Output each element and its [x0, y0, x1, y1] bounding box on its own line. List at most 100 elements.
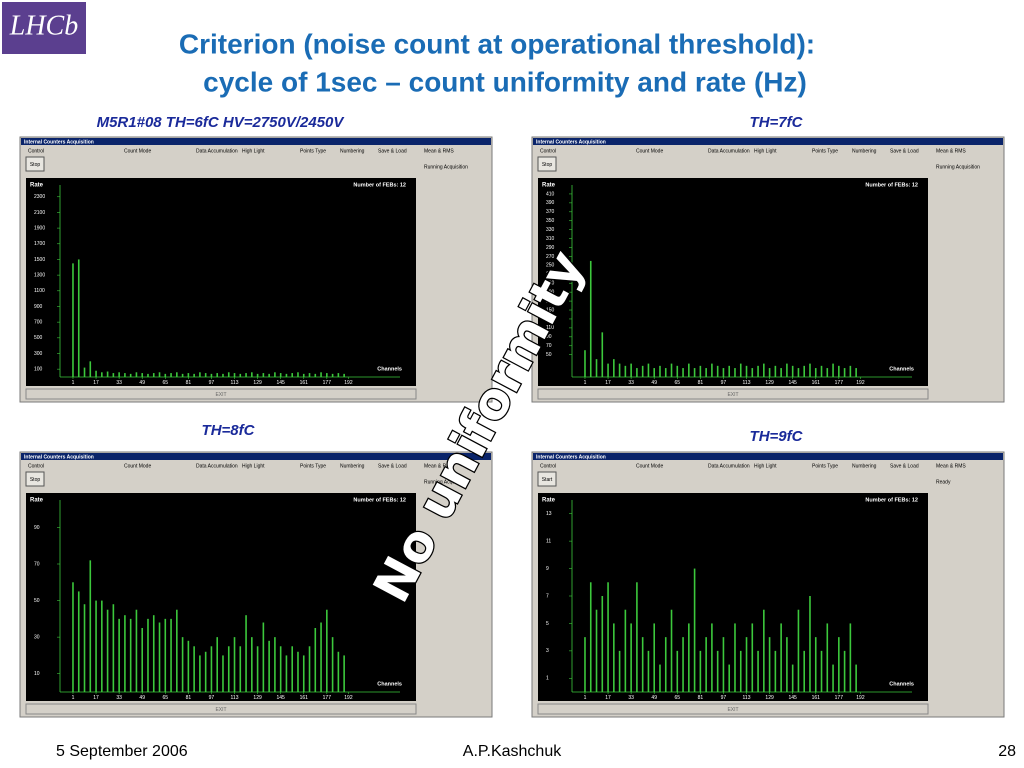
- bar: [751, 623, 754, 692]
- bar: [584, 350, 586, 377]
- bar: [624, 609, 627, 692]
- bar: [832, 363, 834, 377]
- bar: [601, 332, 604, 377]
- plot-area: [538, 178, 928, 386]
- bar: [72, 263, 74, 377]
- x-tick-label: 81: [186, 380, 192, 386]
- feb-count: Number of FEBs: 12: [865, 497, 918, 503]
- window-title: Internal Counters Acquisition: [24, 139, 94, 145]
- bar: [89, 560, 92, 692]
- x-tick-label: 49: [651, 380, 657, 386]
- bar: [285, 655, 288, 692]
- bar: [320, 372, 322, 377]
- status-text: Running Acquisition: [424, 479, 468, 485]
- bar: [112, 373, 115, 377]
- y-axis-label: Rate: [542, 183, 556, 189]
- x-tick-label: 145: [277, 380, 286, 386]
- bar: [274, 637, 276, 692]
- x-tick-label: 97: [209, 695, 215, 701]
- bar: [135, 372, 138, 377]
- window-title: Internal Counters Acquisition: [24, 454, 94, 460]
- y-tick-label: 110: [546, 325, 554, 331]
- bar: [245, 373, 247, 377]
- feb-count: Number of FEBs: 12: [353, 497, 406, 503]
- x-tick-label: 145: [789, 695, 798, 701]
- bar: [780, 623, 782, 692]
- bar: [693, 568, 696, 692]
- section-label: Numbering: [340, 148, 365, 154]
- bar: [693, 368, 696, 377]
- bar: [849, 623, 852, 692]
- bar: [699, 650, 702, 692]
- bar: [291, 646, 294, 692]
- y-tick-label: 10: [34, 671, 40, 677]
- bar: [734, 368, 736, 377]
- bar: [763, 363, 765, 377]
- x-tick-label: 129: [253, 380, 262, 386]
- x-tick-label: 33: [628, 380, 634, 386]
- x-tick-label: 97: [721, 380, 727, 386]
- exit-bar: [25, 703, 417, 715]
- logo: LHCb: [9, 10, 78, 41]
- status-text: Running Acquisition: [936, 164, 980, 170]
- bar: [664, 637, 667, 692]
- section-label: High Light: [754, 463, 777, 469]
- bar: [584, 637, 586, 692]
- bar: [158, 372, 161, 377]
- bar: [106, 371, 109, 377]
- x-tick-label: 161: [812, 695, 821, 701]
- plot-area: [26, 178, 416, 386]
- x-tick-label: 81: [698, 380, 704, 386]
- section-label: Data Accumulation: [708, 463, 750, 469]
- section-label: Points Type: [812, 148, 838, 154]
- bar: [699, 365, 702, 377]
- bar: [233, 637, 236, 692]
- y-tick-label: 270: [546, 254, 555, 260]
- bar: [170, 618, 172, 692]
- x-tick-label: 97: [721, 695, 727, 701]
- bar: [595, 609, 598, 692]
- bar: [734, 623, 736, 692]
- y-tick-label: 370: [546, 209, 555, 215]
- bar: [112, 604, 115, 692]
- bar: [101, 372, 103, 377]
- bar: [320, 622, 322, 692]
- bar: [664, 368, 667, 377]
- x-tick-label: 113: [743, 695, 751, 701]
- bar: [72, 582, 74, 692]
- bar: [595, 359, 598, 377]
- title-bar: [21, 453, 491, 460]
- bar: [809, 363, 811, 377]
- bar: [601, 596, 604, 692]
- y-tick-label: 30: [34, 634, 40, 640]
- title-bar: [21, 138, 491, 145]
- y-tick-label: 310: [546, 236, 555, 242]
- x-tick-label: 49: [139, 380, 145, 386]
- y-tick-label: 9: [546, 566, 549, 572]
- section-label: Points Type: [812, 463, 838, 469]
- bar: [855, 368, 857, 377]
- bar: [124, 373, 126, 377]
- bar: [838, 365, 840, 377]
- control-button-label: Start: [542, 477, 553, 483]
- bar: [745, 637, 748, 692]
- bar: [77, 591, 80, 692]
- section-label: High Light: [242, 148, 265, 154]
- bar: [187, 373, 190, 377]
- bar: [176, 372, 178, 377]
- x-tick-label: 33: [116, 695, 122, 701]
- bar: [170, 373, 172, 377]
- bar: [222, 655, 224, 692]
- bar: [630, 363, 632, 377]
- bar: [279, 646, 282, 692]
- y-tick-label: 1: [546, 676, 549, 682]
- logo-box: [2, 2, 86, 54]
- y-tick-label: 230: [546, 272, 555, 278]
- y-tick-label: 1500: [34, 257, 45, 263]
- y-tick-label: 1100: [34, 288, 45, 294]
- window-title: Internal Counters Acquisition: [536, 454, 606, 460]
- y-tick-label: 50: [546, 352, 552, 358]
- bar: [285, 373, 288, 377]
- bar: [210, 373, 213, 377]
- section-label: Data Accumulation: [196, 148, 238, 154]
